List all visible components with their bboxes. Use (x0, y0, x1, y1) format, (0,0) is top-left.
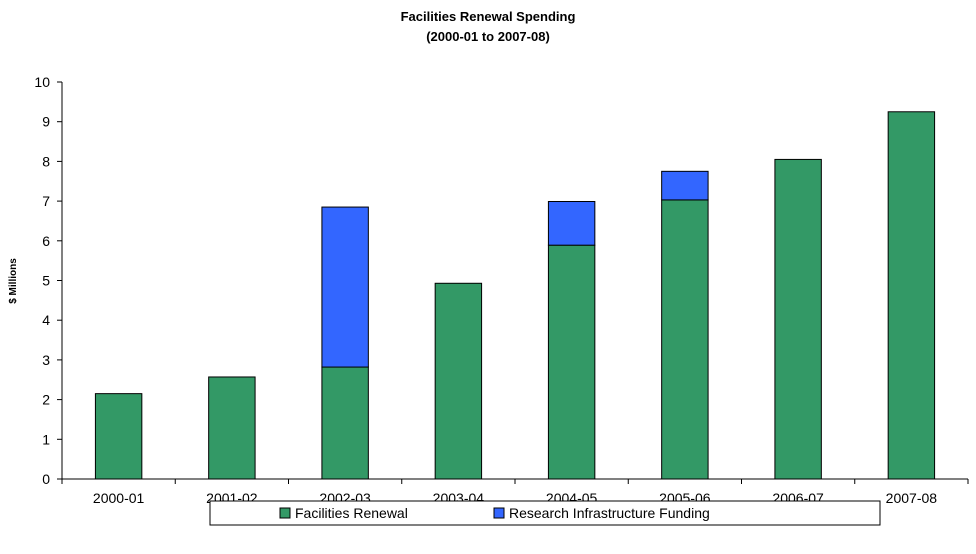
legend-label: Research Infrastructure Funding (509, 505, 710, 521)
y-tick-label: 3 (42, 352, 50, 368)
y-tick-label: 6 (42, 233, 50, 249)
legend-swatch (493, 507, 505, 519)
y-tick-label: 8 (42, 153, 50, 169)
bar-facilities-renewal-2007-08 (887, 111, 936, 480)
y-tick-label: 2 (42, 392, 50, 408)
bar-facilities-renewal-2003-04 (434, 282, 483, 480)
bar-facilities-renewal-2001-02 (208, 376, 256, 480)
x-tick-label: 2007-08 (886, 490, 938, 506)
y-tick-label: 0 (42, 471, 50, 487)
legend: Facilities Renewal Research Infrastructur… (209, 500, 881, 526)
y-tick-label: 7 (42, 193, 50, 209)
bar-research-infrastructure-2004-05 (547, 200, 596, 246)
y-tick-label: 9 (42, 114, 50, 130)
bar-research-infrastructure-2002-03 (321, 206, 369, 368)
bar-facilities-renewal-2006-07 (774, 158, 822, 480)
legend-box (209, 500, 881, 526)
x-tick-label: 2000-01 (93, 490, 145, 506)
bar-facilities-renewal-2004-05 (547, 244, 596, 480)
legend-swatch (279, 507, 291, 519)
bar-facilities-renewal-2002-03 (321, 366, 369, 480)
y-tick-label: 5 (42, 273, 50, 289)
y-tick-label: 1 (42, 431, 50, 447)
bar-facilities-renewal-2005-06 (661, 199, 709, 480)
y-tick-label: 4 (42, 312, 50, 328)
bar-research-infrastructure-2005-06 (661, 170, 709, 201)
y-tick-label: 10 (34, 74, 50, 90)
legend-label: Facilities Renewal (295, 505, 408, 521)
chart-subtitle: (2000-01 to 2007-08) (426, 29, 550, 44)
y-axis-label: $ Millions (8, 258, 19, 304)
bar-facilities-renewal-2000-01 (94, 393, 143, 480)
chart-title: Facilities Renewal Spending (401, 9, 576, 24)
